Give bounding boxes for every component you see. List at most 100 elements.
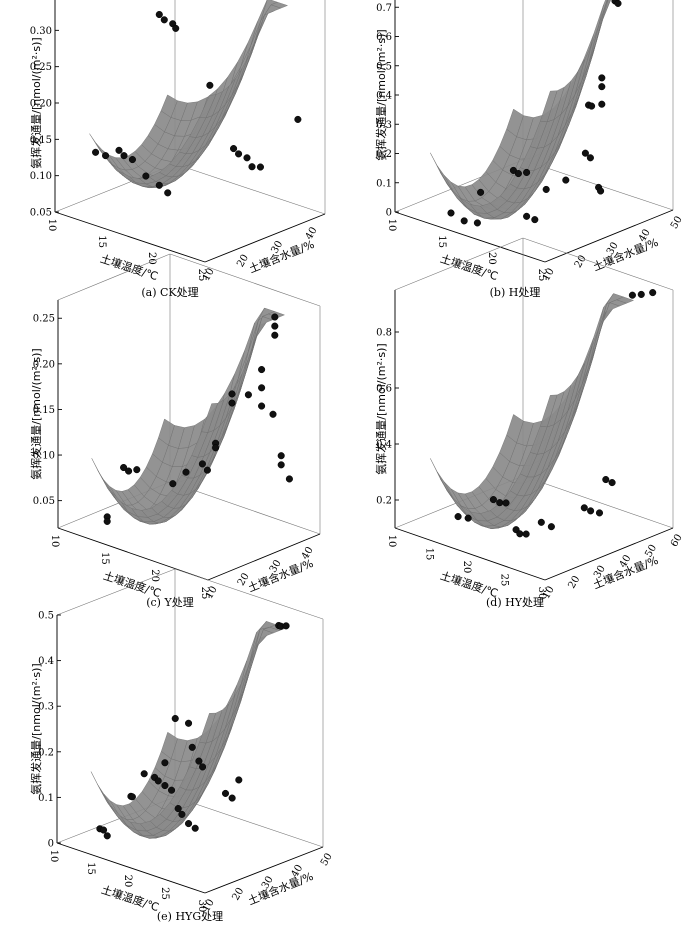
z-axis-label: 氨挥发通量/[nmol/(m²·s)]: [29, 348, 43, 479]
x-tick-label: 25: [499, 574, 510, 587]
data-point: [598, 83, 606, 91]
data-point: [522, 530, 530, 538]
data-point: [649, 289, 657, 297]
data-point: [581, 149, 589, 157]
data-point: [531, 216, 539, 224]
surface-facet: [581, 328, 599, 385]
top-back-edge: [56, 568, 176, 616]
x-tick-label: 20: [149, 569, 160, 582]
surface-facet: [616, 296, 635, 304]
y-axis-line: [207, 533, 321, 581]
data-point: [244, 391, 252, 399]
top-right-edge: [169, 253, 321, 307]
data-point: [128, 156, 136, 164]
data-point: [473, 219, 481, 227]
data-point: [447, 209, 455, 217]
data-points: [447, 0, 622, 227]
z-tick-label: 0.25: [30, 62, 52, 73]
z-tick-label: 0.30: [30, 26, 52, 37]
data-point: [580, 504, 588, 512]
data-point: [103, 832, 111, 840]
data-point: [271, 331, 279, 339]
data-point: [547, 523, 555, 531]
panel-2: 00.10.20.30.40.50.60.70.8101520251020304…: [374, 0, 685, 299]
data-point: [614, 0, 622, 7]
z-axis-label: 氨挥发通量/[nmol/(m²·s)]: [374, 29, 388, 160]
data-point: [174, 805, 182, 813]
data-point: [228, 399, 236, 407]
data-point: [477, 188, 485, 196]
data-point: [586, 154, 594, 162]
data-point: [502, 499, 510, 507]
y-tick-label: 50: [319, 851, 335, 868]
z-tick-label: 0.05: [33, 496, 55, 507]
panel-caption: (c) Y处理: [146, 596, 194, 609]
fitted-surface: [430, 0, 611, 220]
data-points: [103, 313, 293, 525]
data-point: [171, 714, 179, 723]
data-point: [178, 810, 186, 818]
data-point: [256, 163, 264, 171]
data-points: [454, 289, 657, 538]
data-point: [115, 146, 123, 154]
x-tick-label: 20: [486, 252, 497, 265]
y-axis-label: 土壤含水量/%: [591, 235, 660, 274]
z-tick-label: 0.10: [33, 451, 55, 462]
surface-facet: [270, 1, 289, 9]
x-tick-label: 10: [48, 850, 59, 863]
y-axis-label: 土壤含水量/%: [246, 869, 315, 908]
data-point: [269, 410, 277, 418]
top-right-edge: [174, 568, 324, 620]
data-point: [637, 290, 645, 298]
data-point: [271, 313, 279, 321]
z-tick-label: 0.35: [30, 0, 52, 1]
panel-caption: (b) H处理: [490, 286, 541, 299]
data-point: [92, 148, 100, 156]
data-point: [595, 509, 604, 517]
data-point: [542, 185, 550, 193]
x-tick-label: 25: [536, 269, 547, 282]
surface-facet: [574, 346, 593, 400]
data-point: [133, 466, 141, 474]
data-point: [248, 163, 256, 171]
y-tick-label: 20: [566, 574, 582, 591]
z-tick-label: 0.1: [376, 178, 392, 189]
data-point: [523, 212, 531, 220]
right-floor-edge: [174, 796, 324, 848]
data-point: [235, 150, 243, 158]
panel-caption: (e) HYG处理: [157, 910, 223, 923]
x-tick-label: 10: [46, 219, 57, 232]
data-point: [195, 757, 203, 765]
y-axis-line: [544, 527, 674, 581]
z-tick-label: 0.5: [38, 611, 54, 622]
x-tick-label: 20: [461, 561, 472, 574]
surface-facet: [606, 0, 608, 2]
data-point: [161, 759, 169, 767]
data-point: [169, 480, 177, 488]
x-axis-line: [394, 527, 546, 581]
data-point: [514, 169, 522, 178]
data-point: [460, 217, 468, 225]
x-tick-label: 10: [49, 535, 60, 548]
y-axis-line: [204, 213, 326, 263]
z-tick-label: 0.2: [376, 149, 392, 160]
x-tick-label: 15: [424, 548, 435, 561]
fitted-surface: [91, 307, 286, 525]
data-point: [120, 463, 128, 472]
data-point: [221, 789, 230, 797]
data-point: [103, 517, 111, 525]
x-tick-label: 25: [196, 269, 207, 282]
z-tick-label: 0.8: [376, 328, 392, 339]
z-tick-label: 0.1: [38, 793, 54, 804]
data-point: [198, 460, 206, 468]
z-tick-label: 0.25: [33, 314, 55, 325]
data-point: [142, 172, 150, 180]
data-point: [140, 770, 148, 778]
data-point: [185, 820, 193, 828]
data-point: [628, 291, 636, 299]
z-tick-label: 0.5: [376, 61, 392, 72]
data-point: [228, 390, 236, 398]
data-points: [96, 621, 290, 840]
data-point: [294, 115, 302, 123]
z-tick-label: 0.2: [38, 747, 54, 758]
